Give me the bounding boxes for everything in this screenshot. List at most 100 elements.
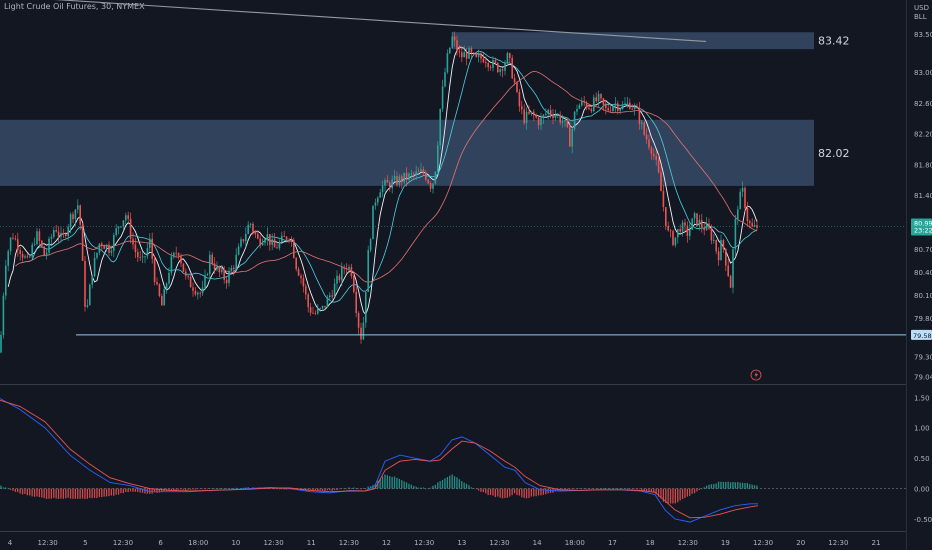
candle	[276, 243, 278, 249]
histogram-bar	[72, 488, 74, 499]
candle	[698, 214, 701, 231]
histogram-bar	[756, 485, 758, 489]
candle	[57, 226, 60, 243]
candle-body	[108, 244, 110, 253]
candle	[317, 304, 319, 315]
candle-body	[588, 107, 590, 110]
candle-body	[722, 239, 725, 249]
candle-body	[701, 219, 703, 228]
time-tick-label: 12:30	[753, 539, 773, 547]
macd-pane	[0, 398, 906, 523]
histogram-bar	[105, 488, 108, 497]
signal-line	[0, 399, 759, 519]
candle	[530, 111, 533, 117]
histogram-bar	[722, 481, 724, 489]
candle-body	[686, 225, 689, 236]
candle	[645, 128, 648, 144]
candle	[501, 67, 504, 78]
histogram-bar	[281, 488, 283, 490]
histogram-bar	[432, 485, 434, 489]
candle-body	[228, 270, 230, 284]
histogram-bar	[523, 488, 525, 498]
candle-body	[187, 275, 189, 277]
time-tick-label: 18:00	[188, 539, 208, 547]
histogram-bar	[278, 488, 280, 490]
candle	[581, 97, 583, 107]
candle	[122, 220, 125, 231]
candle-body	[134, 244, 137, 253]
candle-body	[535, 115, 537, 118]
time-tick-label: 18	[646, 539, 655, 547]
candle	[549, 105, 552, 119]
price-tick-label: 79.30	[914, 353, 932, 361]
histogram-bar	[377, 480, 379, 489]
histogram-bar	[485, 488, 487, 494]
histogram-bar	[153, 488, 156, 493]
candle	[281, 231, 283, 244]
histogram-bar	[137, 488, 139, 492]
histogram-bar	[218, 488, 220, 489]
histogram-bar	[691, 488, 693, 494]
candle	[741, 181, 744, 197]
candle-body	[41, 240, 43, 247]
candle-body	[288, 239, 290, 241]
histogram-bar	[242, 487, 244, 489]
candle-body	[333, 283, 336, 297]
candle	[638, 101, 641, 130]
candle-body	[717, 251, 720, 261]
candle	[271, 233, 273, 251]
candle	[146, 243, 149, 259]
candle-body	[321, 305, 324, 309]
histogram-bar	[626, 488, 628, 490]
histogram-bar	[629, 488, 631, 490]
candle-body	[379, 192, 381, 198]
candle-body	[249, 223, 252, 225]
histogram-bar	[583, 488, 585, 489]
candle	[449, 47, 451, 55]
candle	[307, 292, 309, 313]
candle	[38, 228, 41, 247]
histogram-bar	[134, 488, 136, 492]
histogram-bar	[151, 488, 153, 494]
candle-body	[93, 257, 96, 277]
histogram-bar	[209, 488, 211, 489]
candle-body	[422, 169, 425, 173]
histogram-bar	[480, 488, 482, 492]
candle-body	[641, 122, 643, 124]
candle-body	[749, 221, 751, 224]
candle-body	[516, 82, 518, 92]
candle	[53, 227, 55, 239]
candle	[372, 205, 374, 240]
histogram-bar	[655, 488, 657, 495]
candle	[573, 111, 576, 132]
histogram-bar	[17, 488, 19, 493]
time-tick-label: 5	[83, 539, 87, 547]
candle-body	[499, 69, 501, 72]
candle	[612, 104, 614, 114]
candle	[715, 239, 717, 255]
candle-body	[693, 213, 696, 219]
histogram-bar	[458, 479, 460, 489]
histogram-bar	[122, 488, 124, 494]
candle-body	[633, 106, 636, 110]
candle-body	[602, 98, 605, 105]
candle-body	[233, 267, 235, 269]
histogram-bar	[57, 488, 60, 499]
candle	[482, 53, 485, 64]
histogram-bar	[513, 488, 516, 494]
candle-body	[26, 256, 29, 258]
candle-body	[727, 265, 729, 277]
histogram-bar	[415, 486, 417, 489]
histogram-bar	[108, 488, 110, 497]
candle-body	[645, 134, 648, 140]
candle	[489, 64, 492, 71]
histogram-bar	[348, 487, 350, 489]
histogram-bar	[427, 488, 429, 490]
candle	[554, 109, 557, 121]
histogram-bar	[132, 488, 134, 492]
histogram-bar	[213, 488, 216, 490]
candle	[737, 205, 739, 226]
histogram-bar	[665, 488, 667, 503]
candle-body	[151, 238, 153, 259]
